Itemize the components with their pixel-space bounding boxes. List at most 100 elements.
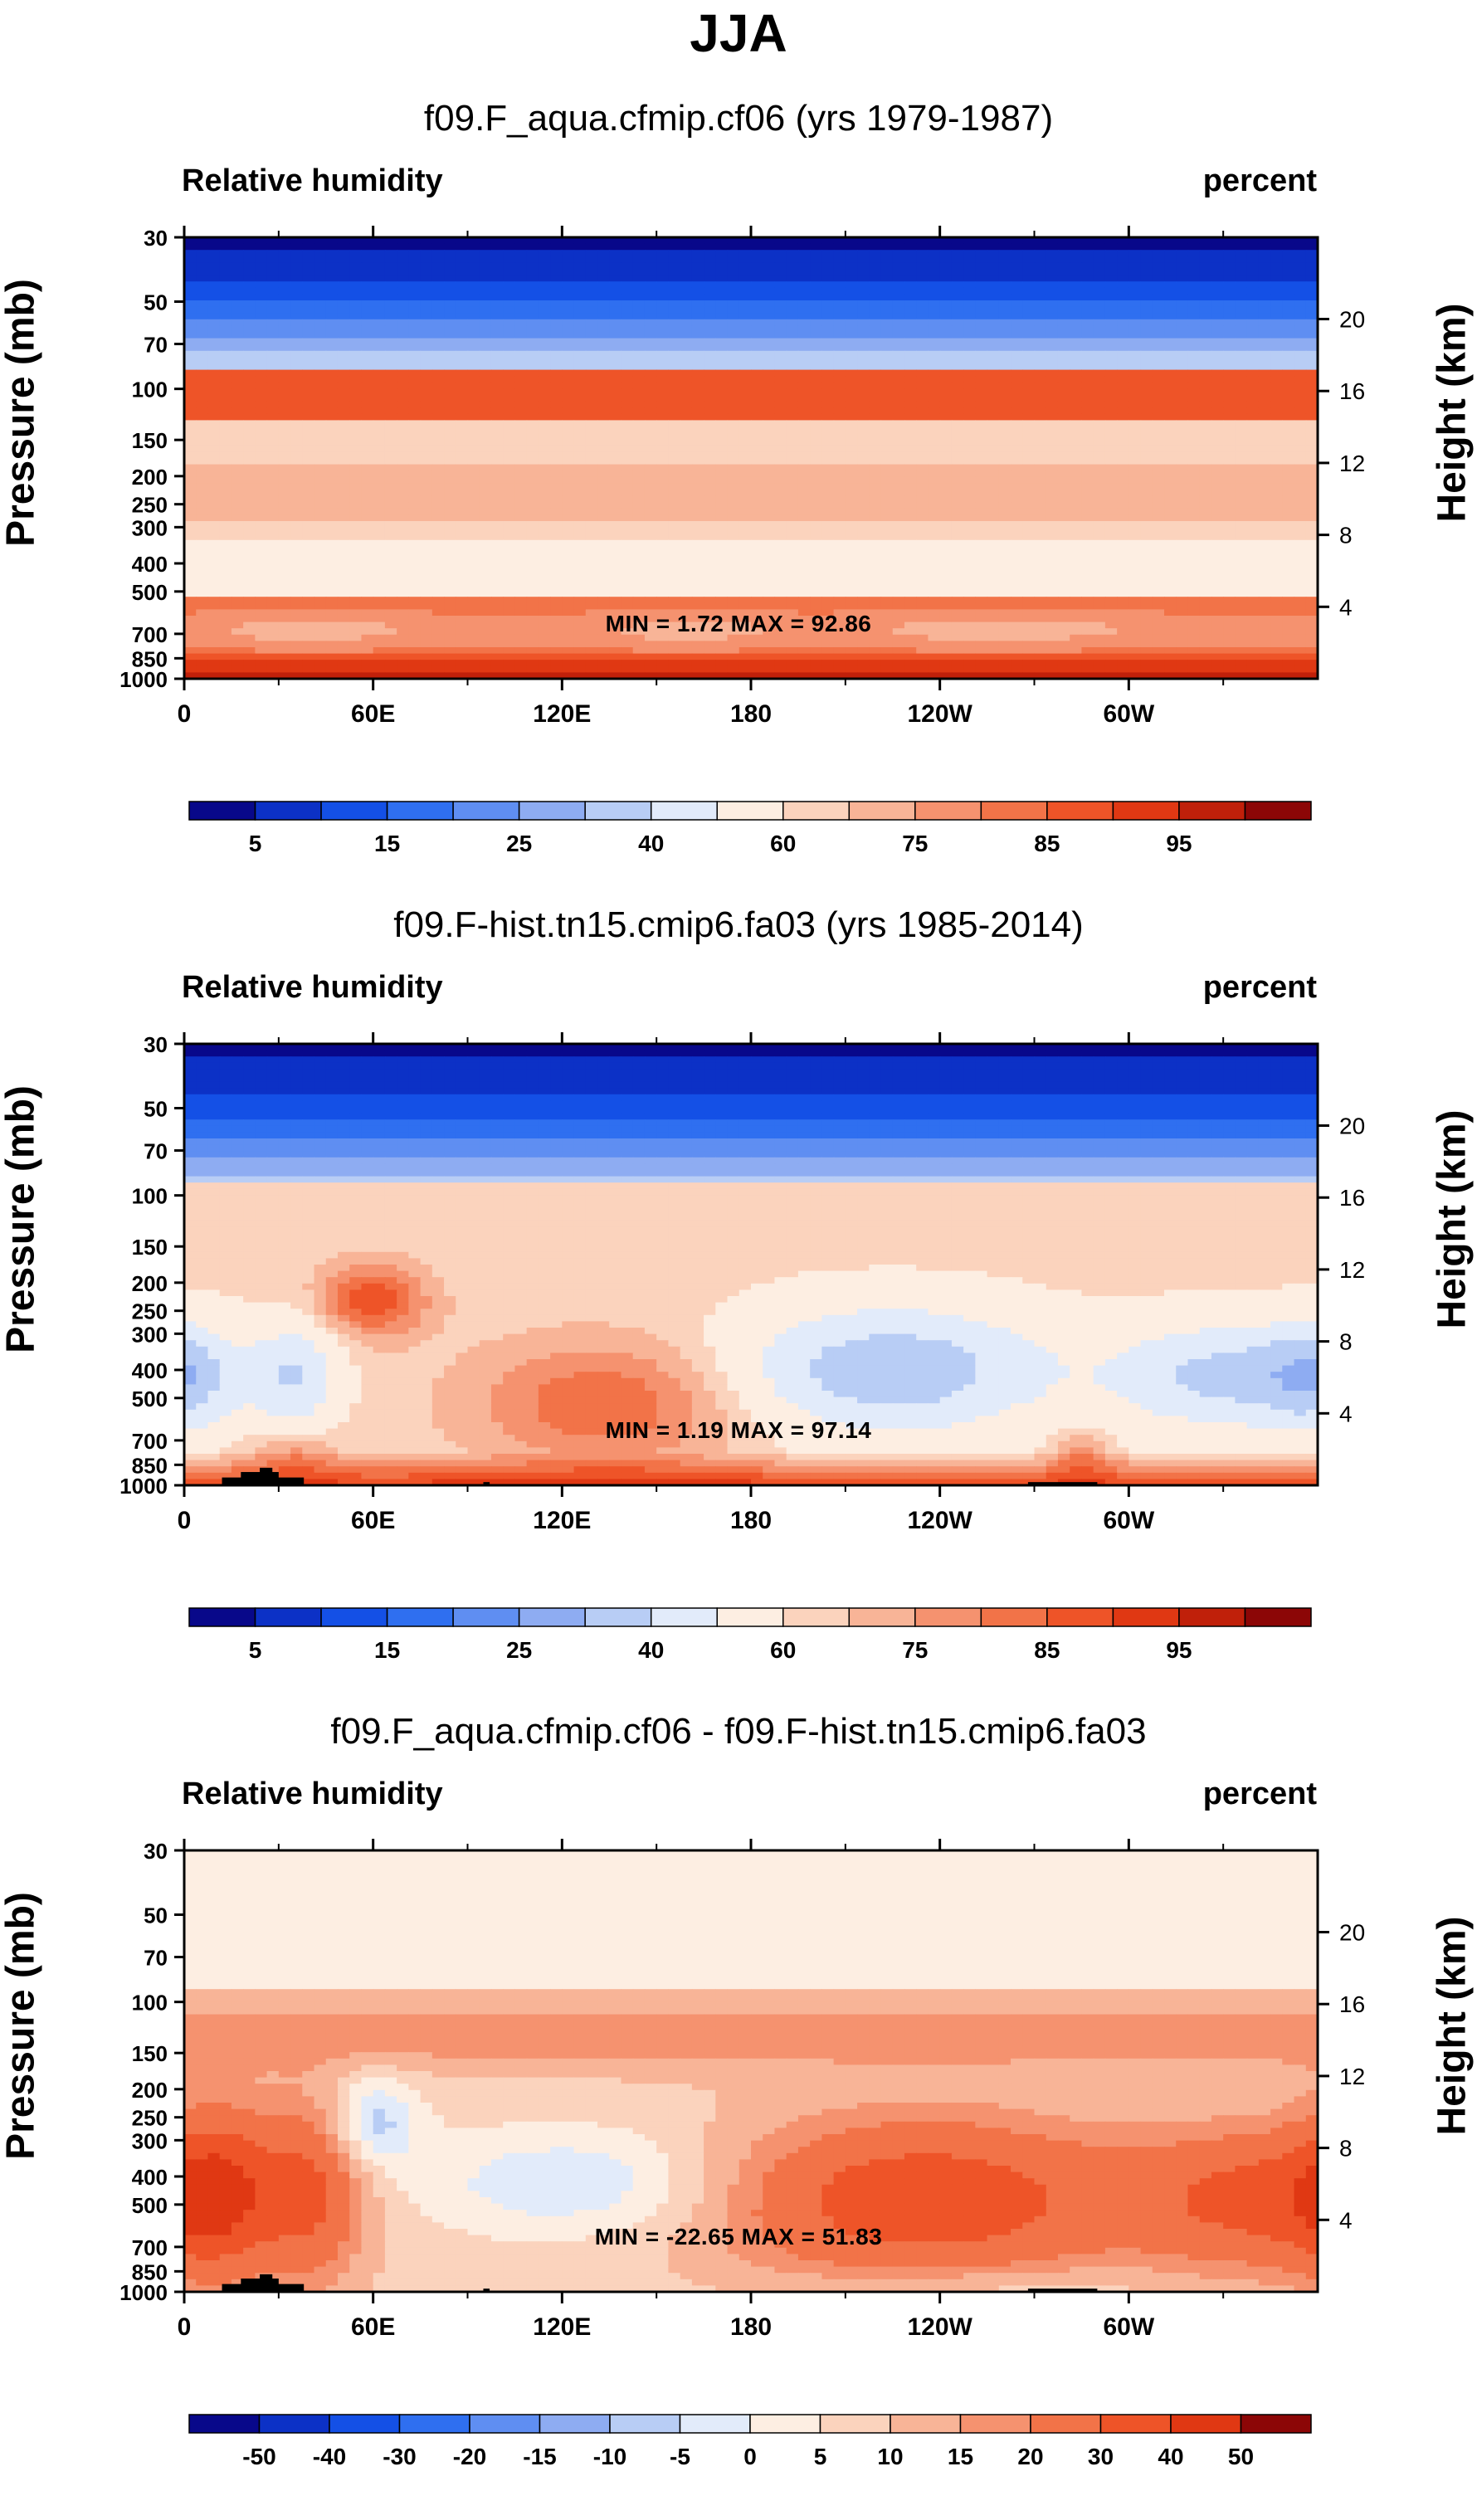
contour-cell — [1187, 294, 1201, 301]
contour-cell — [1034, 546, 1047, 553]
contour-cell — [857, 508, 870, 515]
contour-cell — [1022, 332, 1036, 339]
contour-cell — [1070, 319, 1083, 326]
contour-cell — [408, 332, 422, 339]
contour-cell — [904, 514, 917, 522]
contour-cell — [1294, 332, 1307, 339]
contour-cell — [266, 243, 280, 251]
contour-cell — [431, 256, 445, 263]
contour-cell — [1294, 558, 1307, 566]
contour-cell — [467, 539, 480, 547]
contour-cell — [456, 325, 469, 333]
contour-cell — [880, 521, 894, 529]
contour-cell — [1305, 458, 1319, 465]
contour-cell — [1246, 451, 1260, 459]
contour-cell — [656, 464, 669, 471]
contour-cell — [1294, 432, 1307, 440]
contour-cell — [632, 502, 646, 509]
contour-cell — [738, 495, 752, 503]
contour-cell — [751, 281, 763, 289]
contour-cell — [1070, 300, 1083, 308]
contour-cell — [255, 344, 268, 352]
contour-cell — [869, 344, 882, 352]
contour-cell — [691, 432, 704, 440]
contour-cell — [715, 344, 729, 352]
contour-cell — [1070, 332, 1083, 339]
contour-cell — [538, 490, 551, 497]
contour-cell — [243, 306, 256, 314]
contour-cell — [349, 527, 363, 534]
contour-cell — [337, 332, 350, 339]
contour-cell — [1011, 483, 1023, 490]
contour-cell — [550, 553, 563, 560]
contour-cell — [255, 558, 268, 566]
contour-cell — [266, 332, 280, 339]
contour-cell — [680, 281, 693, 289]
contour-cell — [397, 476, 409, 484]
contour-cell — [349, 521, 363, 529]
contour-cell — [1140, 502, 1153, 509]
contour-cell — [1070, 495, 1083, 503]
contour-cell — [1104, 470, 1118, 478]
contour-cell — [1093, 451, 1106, 459]
contour-cell — [621, 287, 634, 295]
contour-cell — [797, 275, 811, 282]
contour-cell — [1046, 439, 1059, 446]
contour-cell — [1070, 502, 1083, 509]
contour-cell — [821, 483, 835, 490]
contour-cell — [337, 558, 350, 566]
contour-cell — [278, 357, 291, 364]
contour-cell — [621, 534, 634, 541]
contour-cell — [514, 490, 528, 497]
contour-cell — [231, 369, 244, 377]
contour-cell — [644, 490, 657, 497]
contour-cell — [573, 495, 587, 503]
contour-cell — [939, 527, 953, 534]
contour-cell — [1140, 388, 1153, 396]
contour-cell — [325, 401, 339, 408]
contour-cell — [1057, 514, 1070, 522]
contour-cell — [479, 407, 492, 415]
contour-cell — [490, 269, 504, 276]
contour-cell — [444, 287, 456, 295]
contour-cell — [939, 483, 953, 490]
contour-cell — [243, 281, 256, 289]
contour-cell — [869, 363, 882, 371]
contour-cell — [751, 534, 763, 541]
contour-cell — [278, 451, 291, 459]
contour-cell — [1235, 553, 1248, 560]
contour-cell — [892, 262, 905, 270]
contour-cell — [1211, 407, 1224, 415]
contour-cell — [278, 388, 291, 396]
contour-cell — [384, 262, 397, 270]
contour-cell — [550, 407, 563, 415]
contour-cell — [1235, 338, 1248, 345]
contour-cell — [207, 502, 221, 509]
contour-cell — [337, 476, 350, 484]
contour-cell — [763, 539, 776, 547]
contour-cell — [231, 558, 244, 566]
contour-cell — [763, 508, 776, 515]
contour-cell — [408, 470, 422, 478]
contour-cell — [1282, 237, 1295, 245]
contour-cell — [384, 237, 397, 245]
contour-cell — [1104, 325, 1118, 333]
contour-cell — [456, 256, 469, 263]
contour-cell — [337, 294, 350, 301]
contour-cell — [361, 527, 374, 534]
contour-cell — [290, 539, 303, 547]
contour-cell — [880, 464, 894, 471]
contour-cell — [302, 464, 315, 471]
contour-cell — [1022, 269, 1036, 276]
contour-cell — [231, 332, 244, 339]
contour-cell — [727, 243, 740, 251]
contour-cell — [207, 256, 221, 263]
contour-cell — [916, 313, 929, 320]
contour-cell — [691, 476, 704, 484]
contour-cell — [266, 357, 280, 364]
contour-cell — [987, 432, 1000, 440]
contour-cell — [632, 332, 646, 339]
contour-cell — [869, 476, 882, 484]
contour-cell — [1187, 451, 1201, 459]
contour-cell — [573, 363, 587, 371]
